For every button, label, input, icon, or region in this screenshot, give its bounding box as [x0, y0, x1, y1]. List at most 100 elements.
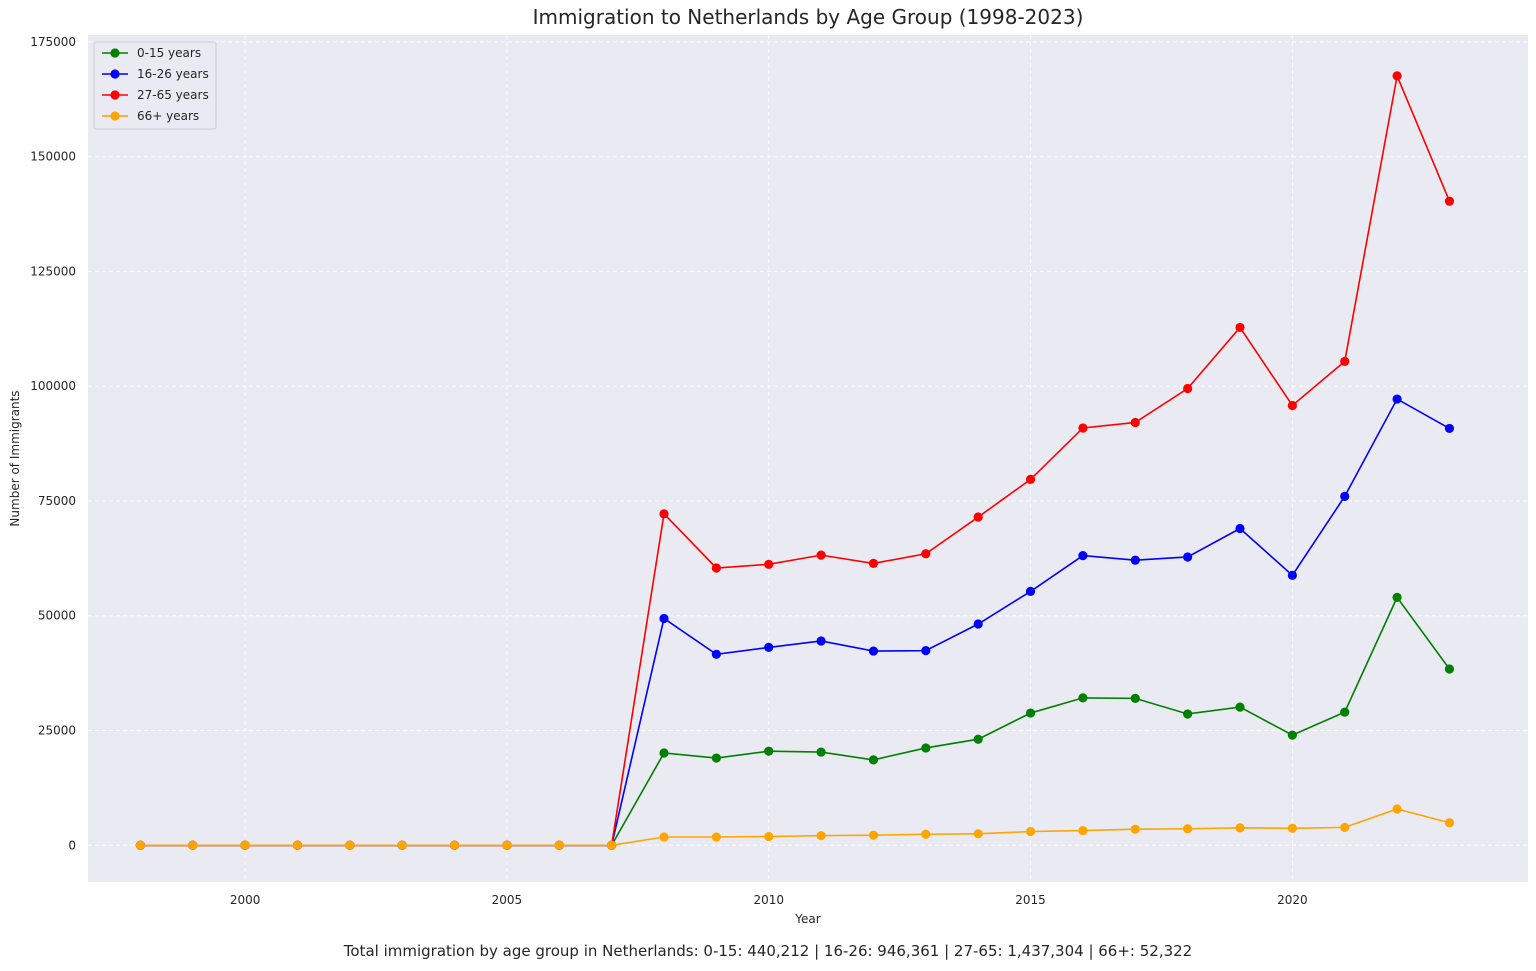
data-point	[816, 550, 826, 560]
legend-marker	[110, 48, 120, 58]
data-point	[607, 840, 617, 850]
data-point	[1287, 400, 1297, 411]
data-point	[1235, 702, 1245, 712]
legend-label: 16-26 years	[137, 67, 209, 81]
data-point	[1183, 824, 1193, 834]
data-point	[973, 829, 983, 839]
data-point	[921, 646, 931, 656]
y-tick-label: 175000	[30, 35, 76, 49]
data-point	[868, 755, 879, 765]
data-point	[1444, 196, 1455, 206]
data-point	[1287, 570, 1297, 580]
legend-box	[93, 41, 217, 130]
data-point	[188, 840, 198, 850]
legend-marker	[110, 90, 120, 100]
y-tick-label: 50000	[38, 609, 76, 623]
data-point	[1183, 383, 1193, 394]
y-tick-label: 75000	[38, 494, 76, 508]
data-point	[1130, 417, 1140, 428]
y-axis-label: Number of Immigrants	[8, 390, 22, 526]
data-point	[1444, 818, 1455, 828]
data-point	[711, 563, 721, 573]
data-point	[659, 613, 669, 624]
data-point	[711, 649, 721, 659]
x-tick-label: 2005	[492, 893, 523, 907]
data-point	[135, 840, 145, 850]
data-point	[921, 743, 931, 753]
legend-label: 0-15 years	[137, 46, 201, 60]
data-point	[1340, 707, 1350, 717]
legend-marker	[110, 69, 120, 79]
data-point	[921, 549, 931, 559]
data-point	[240, 840, 250, 850]
data-point	[1235, 322, 1245, 333]
data-point	[1340, 356, 1350, 367]
data-point	[816, 636, 826, 646]
data-point	[973, 619, 983, 629]
legend-item: 27-65 years	[102, 88, 209, 102]
legend-label: 27-65 years	[137, 88, 209, 102]
data-point	[764, 746, 774, 756]
data-point	[973, 512, 983, 522]
x-tick-label: 2020	[1277, 893, 1308, 907]
data-point	[659, 748, 669, 758]
y-tick-label: 0	[68, 838, 76, 852]
data-point	[1078, 550, 1088, 561]
legend-marker	[110, 111, 120, 121]
data-point	[554, 840, 564, 850]
x-tick-label: 2015	[1015, 893, 1046, 907]
x-axis-label: Year	[794, 912, 820, 926]
data-point	[764, 831, 774, 842]
data-point	[1444, 664, 1455, 674]
data-point	[1392, 71, 1402, 81]
legend-item: 66+ years	[102, 109, 199, 123]
data-point	[764, 642, 774, 653]
data-point	[1392, 592, 1402, 602]
data-point	[1078, 825, 1088, 836]
data-point	[1025, 708, 1036, 718]
footer-summary: Total immigration by age group in Nether…	[343, 942, 1193, 960]
data-point	[1130, 693, 1140, 703]
y-tick-label: 150000	[30, 150, 76, 164]
legend-item: 0-15 years	[102, 46, 201, 60]
data-point	[973, 734, 983, 744]
data-point	[659, 832, 669, 842]
data-point	[1130, 555, 1140, 565]
x-tick-label: 2010	[753, 893, 784, 907]
data-point	[1078, 423, 1088, 433]
series-66-years	[135, 804, 1455, 850]
data-point	[1078, 693, 1088, 703]
data-point	[1183, 709, 1193, 719]
data-point	[868, 646, 879, 656]
data-point	[1444, 423, 1455, 434]
data-point	[711, 753, 721, 763]
data-point	[921, 829, 931, 839]
data-point	[764, 559, 774, 569]
y-tick-label: 100000	[30, 379, 76, 393]
chart-title: Immigration to Netherlands by Age Group …	[532, 5, 1084, 29]
data-point	[502, 840, 512, 850]
data-point	[1392, 804, 1402, 814]
data-point	[1025, 474, 1036, 484]
data-point	[1392, 394, 1402, 404]
series-layer	[135, 71, 1455, 850]
legend: 0-15 years 16-26 years 27-65 years 66+ year…	[93, 41, 217, 130]
axis-ticks: 0 25000 50000 75000 100000 125000 150000 175000…	[30, 35, 1307, 907]
y-tick-label: 125000	[30, 264, 76, 278]
data-point	[1235, 823, 1245, 833]
data-point	[1025, 586, 1036, 597]
x-tick-label: 2000	[230, 893, 261, 907]
data-point	[816, 831, 826, 841]
data-point	[1130, 824, 1140, 834]
legend-label: 66+ years	[137, 109, 199, 123]
data-point	[1183, 552, 1193, 562]
legend-item: 16-26 years	[102, 67, 209, 81]
data-point	[1025, 826, 1036, 837]
data-point	[816, 747, 826, 757]
data-point	[345, 840, 355, 850]
data-point	[449, 840, 460, 850]
series-line	[140, 808, 1450, 847]
data-point	[292, 840, 303, 850]
line-chart: 0 25000 50000 75000 100000 125000 150000 175000…	[8, 35, 1528, 926]
y-tick-label: 25000	[38, 724, 76, 738]
